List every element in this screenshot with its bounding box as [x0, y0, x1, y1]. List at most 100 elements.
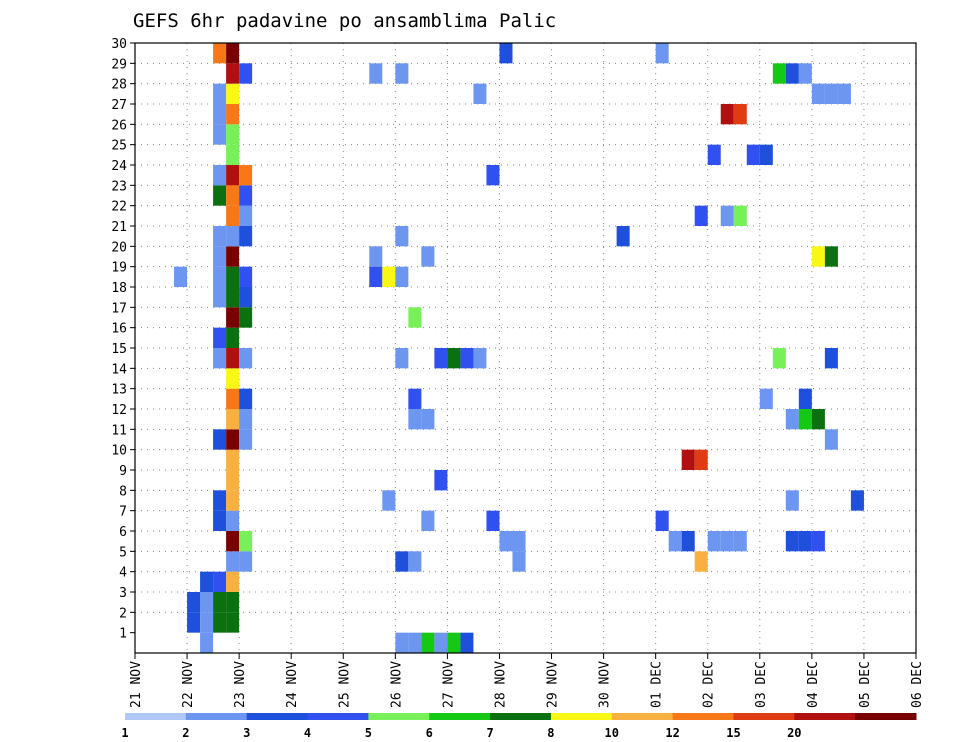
heatmap-cell [408, 409, 422, 430]
heatmap-cell [785, 63, 799, 84]
heatmap-cell [369, 266, 383, 287]
heatmap-cell [239, 409, 253, 430]
heatmap-cell [824, 246, 838, 267]
heatmap-cell [759, 388, 773, 409]
y-tick-label: 13 [111, 383, 127, 398]
heatmap-cell [668, 531, 682, 552]
heatmap-cell [655, 43, 669, 64]
legend-swatch [307, 713, 369, 720]
y-tick-label: 30 [111, 37, 127, 52]
heatmap-cell [382, 266, 396, 287]
heatmap-cell [811, 83, 825, 104]
x-tick-label: 25 NOV [337, 661, 352, 708]
heatmap-cell [798, 388, 812, 409]
heatmap-cell [200, 571, 214, 592]
x-axis-ticks: 21 NOV 22 NOV 23 NOV 24 NOV 25 NOV 26 NOV 27 N… [129, 653, 925, 708]
heatmap-cell [811, 409, 825, 430]
heatmap-cell [395, 226, 409, 247]
heatmap-cell [226, 266, 240, 287]
heatmap-cell [850, 490, 864, 511]
heatmap-cell [369, 63, 383, 84]
heatmap-cell [226, 388, 240, 409]
heatmap-cell [707, 531, 721, 552]
heatmap-cell [473, 348, 487, 369]
legend-label: 8 [547, 726, 554, 740]
y-tick-label: 26 [111, 118, 127, 133]
heatmap-cell [174, 266, 188, 287]
color-legend: 1 2 3 4 5 6 7 8 10 12 15 20 [121, 713, 917, 740]
heatmap-cell [681, 531, 695, 552]
chart-title: GEFS 6hr padavine po ansamblima Palic [133, 10, 556, 32]
heatmap-cell [226, 83, 240, 104]
heatmap-cell [239, 307, 253, 328]
heatmap-cell [733, 205, 747, 226]
y-axis-ticks: 1234567891011121314151617181920212223242… [111, 37, 135, 642]
x-tick-label: 29 NOV [546, 661, 561, 708]
x-tick-label: 28 NOV [493, 661, 508, 708]
legend-label: 6 [426, 726, 433, 740]
heatmap-cell [226, 592, 240, 613]
heatmap-cell [213, 510, 227, 531]
legend-label: 15 [726, 726, 740, 740]
heatmap-cells [174, 43, 864, 653]
heatmap-cell [239, 185, 253, 206]
heatmap-cell [499, 43, 513, 64]
heatmap-cell [226, 612, 240, 633]
x-tick-label: 02 DEC [702, 661, 717, 708]
legend-label: 12 [665, 726, 679, 740]
heatmap-cell [226, 490, 240, 511]
x-tick-label: 04 DEC [806, 661, 821, 708]
heatmap-cell [421, 632, 435, 653]
legend-swatch [246, 713, 309, 720]
y-tick-label: 5 [119, 545, 127, 560]
heatmap-cell [798, 409, 812, 430]
heatmap-cell [460, 348, 474, 369]
heatmap-cell [187, 612, 201, 633]
heatmap-cell [213, 490, 227, 511]
legend-swatch [490, 713, 552, 720]
heatmap-cell [720, 531, 734, 552]
heatmap-cell [226, 571, 240, 592]
heatmap-cell [213, 327, 227, 348]
heatmap-cell [213, 571, 227, 592]
heatmap-cell [408, 307, 422, 328]
heatmap-cell [655, 510, 669, 531]
x-tick-label: 26 NOV [389, 661, 404, 708]
heatmap-cell [486, 165, 500, 186]
heatmap-cell [213, 612, 227, 633]
heatmap-cell [213, 185, 227, 206]
heatmap-cell [226, 43, 240, 64]
heatmap-cell [824, 83, 838, 104]
heatmap-cell [226, 246, 240, 267]
heatmap-cell [200, 612, 214, 633]
heatmap-cell [369, 246, 383, 267]
heatmap-cell [239, 165, 253, 186]
y-tick-label: 8 [119, 484, 127, 499]
heatmap-cell [213, 348, 227, 369]
y-tick-label: 14 [111, 362, 127, 377]
heatmap-cell [226, 287, 240, 308]
heatmap-cell [434, 632, 448, 653]
heatmap-cell [226, 205, 240, 226]
heatmap-cell [226, 348, 240, 369]
y-tick-label: 2 [119, 606, 127, 621]
y-tick-label: 16 [111, 322, 127, 337]
y-tick-label: 20 [111, 240, 127, 255]
heatmap-cell [213, 124, 227, 145]
heatmap-cell [226, 551, 240, 572]
y-tick-label: 15 [111, 342, 127, 357]
heatmap-cell [681, 449, 695, 470]
legend-swatch [794, 713, 856, 720]
y-tick-label: 4 [119, 566, 127, 581]
y-tick-label: 10 [111, 444, 127, 459]
heatmap-cell [707, 144, 721, 165]
heatmap-cell [239, 226, 253, 247]
y-tick-label: 3 [119, 586, 127, 601]
heatmap-cell [226, 409, 240, 430]
heatmap-cell [421, 246, 435, 267]
heatmap-cell [408, 632, 422, 653]
heatmap-cell [239, 551, 253, 572]
legend-swatch [185, 713, 248, 720]
heatmap-cell [785, 490, 799, 511]
legend-swatch [672, 713, 734, 720]
